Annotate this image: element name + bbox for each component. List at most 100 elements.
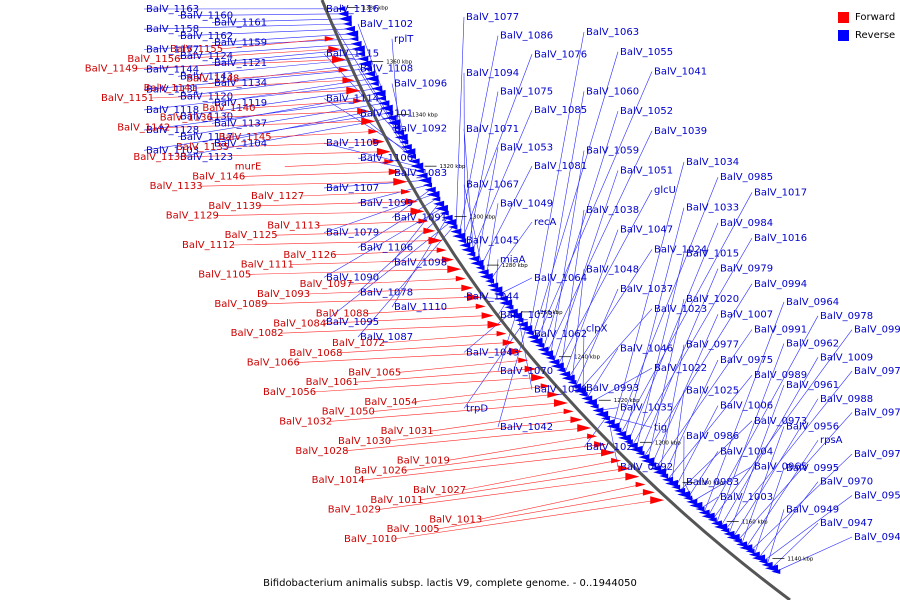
reverse-gene-label[interactable]: BalV_1078 bbox=[360, 287, 413, 298]
forward-gene-glyph[interactable] bbox=[594, 441, 607, 448]
reverse-gene-label[interactable]: BalV_1076 bbox=[534, 49, 587, 60]
forward-gene-glyph[interactable] bbox=[441, 256, 454, 263]
reverse-gene-label[interactable]: BalV_1055 bbox=[620, 47, 673, 58]
forward-gene-label[interactable]: BalV_1084 bbox=[273, 318, 326, 329]
reverse-gene-label[interactable]: BalV_1119 bbox=[214, 98, 267, 109]
reverse-gene-label[interactable]: BalV_1023 bbox=[654, 304, 707, 315]
reverse-gene-label[interactable]: BalV_1100 bbox=[360, 153, 413, 164]
reverse-gene-label[interactable]: BalV_1110 bbox=[394, 302, 447, 313]
reverse-gene-label[interactable]: clpX bbox=[586, 324, 608, 335]
reverse-gene-glyph[interactable] bbox=[745, 548, 755, 554]
reverse-gene-label[interactable]: BalV_1046 bbox=[620, 343, 673, 354]
reverse-gene-glyph[interactable] bbox=[450, 228, 462, 235]
reverse-gene-glyph[interactable] bbox=[698, 509, 710, 516]
reverse-gene-label[interactable]: BalV_1009 bbox=[820, 352, 873, 363]
reverse-gene-label[interactable]: BalV_1075 bbox=[500, 87, 553, 98]
forward-gene-label[interactable]: BalV_1029 bbox=[328, 505, 381, 516]
reverse-gene-label[interactable]: BalV_1102 bbox=[360, 19, 413, 30]
reverse-gene-glyph[interactable] bbox=[723, 530, 735, 537]
forward-gene-glyph[interactable] bbox=[481, 312, 494, 319]
forward-gene-label[interactable]: BalV_1141 bbox=[144, 83, 197, 94]
reverse-gene-glyph[interactable] bbox=[406, 154, 416, 160]
reverse-gene-label[interactable]: BalV_1015 bbox=[686, 248, 739, 259]
reverse-gene-label[interactable]: BalV_1162 bbox=[180, 31, 233, 42]
reverse-gene-label[interactable]: BalV_0964 bbox=[786, 297, 839, 308]
reverse-gene-glyph[interactable] bbox=[677, 490, 691, 499]
reverse-gene-label[interactable]: BalV_1035 bbox=[620, 403, 673, 414]
reverse-gene-glyph[interactable] bbox=[387, 119, 401, 127]
reverse-gene-glyph[interactable] bbox=[394, 133, 408, 141]
forward-gene-label[interactable]: BalV_1013 bbox=[429, 514, 482, 525]
forward-gene-label[interactable]: BalV_1072 bbox=[332, 338, 385, 349]
forward-gene-glyph[interactable] bbox=[618, 465, 631, 472]
reverse-gene-label[interactable]: BalV_1043 bbox=[466, 347, 519, 358]
reverse-gene-label[interactable]: recA bbox=[534, 217, 557, 228]
reverse-gene-glyph[interactable] bbox=[529, 337, 543, 345]
forward-gene-glyph[interactable] bbox=[496, 330, 507, 337]
reverse-gene-label[interactable]: BalV_1016 bbox=[754, 233, 807, 244]
reverse-gene-glyph[interactable] bbox=[629, 445, 643, 454]
reverse-gene-glyph[interactable] bbox=[371, 85, 383, 92]
reverse-gene-glyph[interactable] bbox=[459, 242, 471, 249]
reverse-gene-glyph[interactable] bbox=[479, 273, 493, 281]
forward-gene-label[interactable]: BalV_1026 bbox=[354, 465, 407, 476]
reverse-gene-glyph[interactable] bbox=[434, 204, 448, 213]
forward-gene-glyph[interactable] bbox=[531, 373, 546, 382]
reverse-gene-glyph[interactable] bbox=[494, 291, 504, 297]
reverse-gene-label[interactable]: BalV_1053 bbox=[500, 142, 553, 153]
reverse-gene-glyph[interactable] bbox=[384, 110, 394, 116]
forward-gene-glyph[interactable] bbox=[487, 320, 502, 329]
forward-gene-label[interactable]: BalV_1129 bbox=[166, 211, 219, 222]
forward-gene-glyph[interactable] bbox=[587, 433, 598, 440]
forward-gene-label[interactable]: BalV_1149 bbox=[85, 64, 138, 75]
reverse-gene-glyph[interactable] bbox=[414, 168, 424, 174]
forward-gene-glyph[interactable] bbox=[635, 481, 646, 488]
reverse-gene-glyph[interactable] bbox=[537, 346, 549, 353]
reverse-gene-glyph[interactable] bbox=[570, 383, 582, 390]
forward-gene-label[interactable]: BalV_1093 bbox=[257, 289, 310, 300]
reverse-gene-glyph[interactable] bbox=[578, 391, 588, 397]
reverse-gene-glyph[interactable] bbox=[662, 476, 674, 483]
reverse-gene-label[interactable]: BalV_1004 bbox=[720, 446, 773, 457]
reverse-gene-label[interactable]: BalV_1073 bbox=[500, 310, 553, 321]
forward-gene-glyph[interactable] bbox=[553, 399, 568, 407]
reverse-gene-glyph[interactable] bbox=[349, 36, 359, 42]
reverse-gene-glyph[interactable] bbox=[581, 395, 593, 402]
reverse-gene-glyph[interactable] bbox=[350, 40, 362, 47]
reverse-gene-label[interactable]: tig bbox=[654, 422, 667, 433]
reverse-gene-label[interactable]: BalV_1107 bbox=[326, 183, 379, 194]
forward-gene-label[interactable]: BalV_1136 bbox=[160, 113, 213, 124]
reverse-gene-glyph[interactable] bbox=[674, 487, 686, 494]
reverse-gene-glyph[interactable] bbox=[343, 25, 355, 32]
reverse-gene-label[interactable]: BalV_1071 bbox=[466, 124, 519, 135]
reverse-gene-glyph[interactable] bbox=[638, 454, 650, 461]
forward-gene-label[interactable]: BalV_1019 bbox=[397, 456, 450, 467]
forward-gene-label[interactable]: BalV_1027 bbox=[413, 485, 466, 496]
forward-gene-glyph[interactable] bbox=[331, 55, 346, 64]
reverse-gene-glyph[interactable] bbox=[369, 81, 379, 87]
reverse-gene-glyph[interactable] bbox=[603, 419, 615, 426]
forward-gene-label[interactable]: BalV_1105 bbox=[198, 269, 251, 280]
reverse-gene-glyph[interactable] bbox=[385, 114, 397, 121]
reverse-gene-glyph[interactable] bbox=[535, 343, 545, 348]
forward-gene-label[interactable]: BalV_1113 bbox=[267, 220, 320, 231]
forward-gene-glyph[interactable] bbox=[642, 489, 655, 496]
reverse-gene-label[interactable]: BalV_1047 bbox=[620, 225, 673, 236]
reverse-gene-label[interactable]: BalV_1007 bbox=[720, 309, 773, 320]
reverse-gene-glyph[interactable] bbox=[545, 355, 555, 361]
forward-gene-glyph[interactable] bbox=[547, 391, 560, 398]
reverse-gene-label[interactable]: BalV_1143 bbox=[180, 71, 233, 82]
reverse-gene-label[interactable]: BalV_0949 bbox=[786, 504, 839, 515]
forward-gene-label[interactable]: BalV_1005 bbox=[387, 524, 440, 535]
reverse-gene-label[interactable]: BalV_1039 bbox=[654, 126, 707, 137]
forward-gene-label[interactable]: BalV_1010 bbox=[344, 534, 397, 545]
reverse-gene-label[interactable]: BalV_0965 bbox=[754, 462, 807, 473]
reverse-gene-label[interactable]: BalV_1042 bbox=[500, 422, 553, 433]
reverse-gene-label[interactable]: BalV_0979 bbox=[720, 264, 773, 275]
reverse-gene-label[interactable]: BalV_1109 bbox=[326, 138, 379, 149]
reverse-gene-glyph[interactable] bbox=[635, 450, 645, 456]
reverse-gene-label[interactable]: BalV_1091 bbox=[394, 213, 447, 224]
reverse-gene-glyph[interactable] bbox=[514, 317, 524, 323]
reverse-gene-label[interactable]: BalV_1045 bbox=[466, 236, 519, 247]
reverse-gene-glyph[interactable] bbox=[506, 308, 518, 315]
